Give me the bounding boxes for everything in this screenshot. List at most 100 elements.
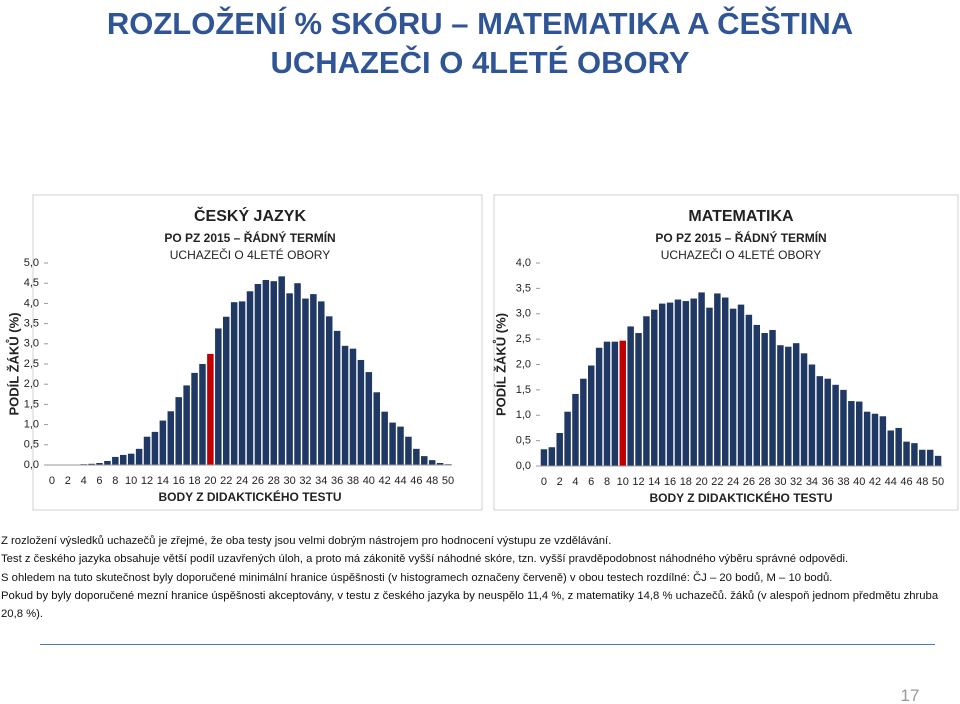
x-tick-label: 0 — [49, 475, 55, 487]
x-tick-label: 48 — [426, 475, 438, 487]
x-tick-label: 38 — [837, 476, 849, 488]
bar — [349, 348, 357, 465]
x-tick-label: 46 — [410, 475, 422, 487]
bar — [199, 364, 206, 465]
x-tick-label: 36 — [822, 476, 834, 488]
y-tick-label: 1,0 — [516, 409, 531, 421]
bar — [405, 436, 412, 465]
bar — [262, 279, 270, 465]
bar — [658, 303, 666, 466]
x-tick-label: 42 — [379, 475, 391, 487]
bar — [357, 359, 365, 465]
divider — [40, 644, 935, 645]
x-tick-label: 40 — [853, 476, 865, 488]
x-tick-label: 28 — [759, 476, 771, 488]
y-tick-label: 3,0 — [516, 308, 531, 320]
x-tick-label: 28 — [268, 475, 280, 487]
x-tick-label: 50 — [442, 475, 454, 487]
x-tick-label: 18 — [680, 476, 692, 488]
bar — [934, 455, 942, 466]
chart-frame — [32, 194, 483, 511]
x-tick-label: 10 — [617, 476, 629, 488]
x-tick-label: 22 — [220, 475, 232, 487]
bar — [769, 329, 776, 466]
bar — [278, 276, 285, 465]
chart: MATEMATIKA PO PZ 2015 – ŘÁDNÝ TERMÍN UCHAZ… — [492, 194, 959, 511]
bar — [911, 443, 918, 466]
y-tick-label: 2,5 — [516, 333, 531, 345]
bar — [856, 401, 863, 466]
x-tick-label: 20 — [695, 476, 707, 488]
bar — [397, 426, 404, 465]
y-tick-label: 1,0 — [24, 419, 39, 431]
bar — [167, 411, 175, 465]
bar — [926, 449, 934, 466]
y-tick-label: 0,5 — [516, 435, 531, 447]
bar — [666, 302, 674, 466]
x-tick-label: 10 — [125, 475, 137, 487]
bar — [761, 333, 768, 466]
x-tick-label: 18 — [188, 475, 200, 487]
x-axis-title: BODY Z DIDAKTICKÉHO TESTU — [649, 490, 832, 505]
chart-subtitle: PO PZ 2015 – ŘÁDNÝ TERMÍN — [655, 230, 826, 245]
bar — [191, 372, 198, 465]
page-number: 17 — [900, 686, 920, 704]
bar — [151, 431, 159, 465]
bar — [603, 341, 611, 466]
x-tick-label: 0 — [541, 476, 547, 488]
x-tick-label: 14 — [157, 475, 169, 487]
bar — [903, 441, 910, 466]
bar — [785, 346, 792, 466]
bar — [698, 292, 705, 466]
y-tick-label: 2,0 — [516, 358, 531, 370]
bar — [135, 448, 143, 465]
x-tick-label: 2 — [65, 475, 71, 487]
y-axis-title: PODÍL ŽÁKŮ (%) — [5, 312, 21, 415]
bar — [840, 389, 847, 466]
x-tick-label: 36 — [331, 475, 343, 487]
bar — [619, 340, 626, 466]
bar — [413, 448, 420, 465]
bar — [104, 460, 111, 465]
x-tick-label: 16 — [173, 475, 185, 487]
x-tick-label: 32 — [790, 476, 802, 488]
bar — [919, 449, 926, 466]
bar — [753, 324, 760, 466]
bar — [651, 309, 658, 466]
x-tick-label: 16 — [664, 476, 676, 488]
y-tick-label: 1,5 — [24, 398, 39, 410]
bar — [333, 330, 341, 465]
x-tick-label: 44 — [394, 475, 406, 487]
y-tick-label: 3,0 — [24, 338, 39, 350]
x-tick-label: 48 — [916, 476, 928, 488]
bar — [737, 304, 745, 466]
y-tick-label: 0,5 — [24, 439, 39, 451]
x-tick-label: 34 — [806, 476, 818, 488]
bar — [127, 453, 135, 465]
chart: ČESKÝ JAZYK PO PZ 2015 – ŘÁDNÝ TERMÍN UCHA… — [5, 194, 483, 511]
bar — [690, 298, 697, 466]
x-tick-label: 26 — [252, 475, 264, 487]
note: Pokud by byly doporučené mezní hranice ú… — [1, 589, 939, 621]
bar — [175, 397, 182, 465]
chart-frame — [493, 194, 959, 511]
x-tick-label: 14 — [648, 476, 660, 488]
x-tick-label: 42 — [869, 476, 881, 488]
x-tick-label: 40 — [363, 475, 375, 487]
y-tick-label: 3,5 — [24, 318, 39, 330]
bar — [254, 284, 262, 465]
x-tick-label: 50 — [932, 476, 944, 488]
bar — [792, 343, 800, 466]
bar — [318, 301, 325, 465]
bar — [540, 449, 548, 466]
bar — [816, 376, 824, 466]
bar — [112, 456, 119, 465]
bar — [635, 333, 642, 466]
x-tick-label: 6 — [588, 476, 594, 488]
bar — [222, 316, 230, 465]
bar — [373, 392, 380, 465]
bar — [183, 385, 190, 465]
bar — [96, 462, 103, 465]
bar — [572, 393, 579, 466]
